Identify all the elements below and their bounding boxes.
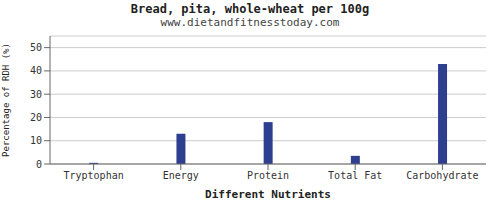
svg-text:10: 10 bbox=[30, 135, 42, 146]
svg-text:30: 30 bbox=[30, 89, 42, 100]
svg-text:20: 20 bbox=[30, 112, 42, 123]
svg-text:40: 40 bbox=[30, 65, 42, 76]
svg-text:Protein: Protein bbox=[247, 170, 289, 181]
svg-text:Different Nutrients: Different Nutrients bbox=[205, 188, 331, 200]
svg-text:Total Fat: Total Fat bbox=[328, 170, 382, 181]
svg-text:50: 50 bbox=[30, 42, 42, 53]
html-text:Bread, pita, whole-wheat per 1: Bread, pita, whole-wheat per 100g bbox=[130, 2, 370, 16]
svg-text:Tryptophan: Tryptophan bbox=[63, 170, 123, 181]
svg-text:0: 0 bbox=[36, 159, 42, 170]
html-text:www.dietandfitnesstoday.com: www.dietandfitnesstoday.com bbox=[160, 16, 340, 29]
svg-text:Carbohydrate: Carbohydrate bbox=[406, 170, 478, 181]
svg-text:Percentage of RDH (%): Percentage of RDH (%) bbox=[8, 43, 11, 157]
svg-text:Energy: Energy bbox=[163, 170, 199, 181]
